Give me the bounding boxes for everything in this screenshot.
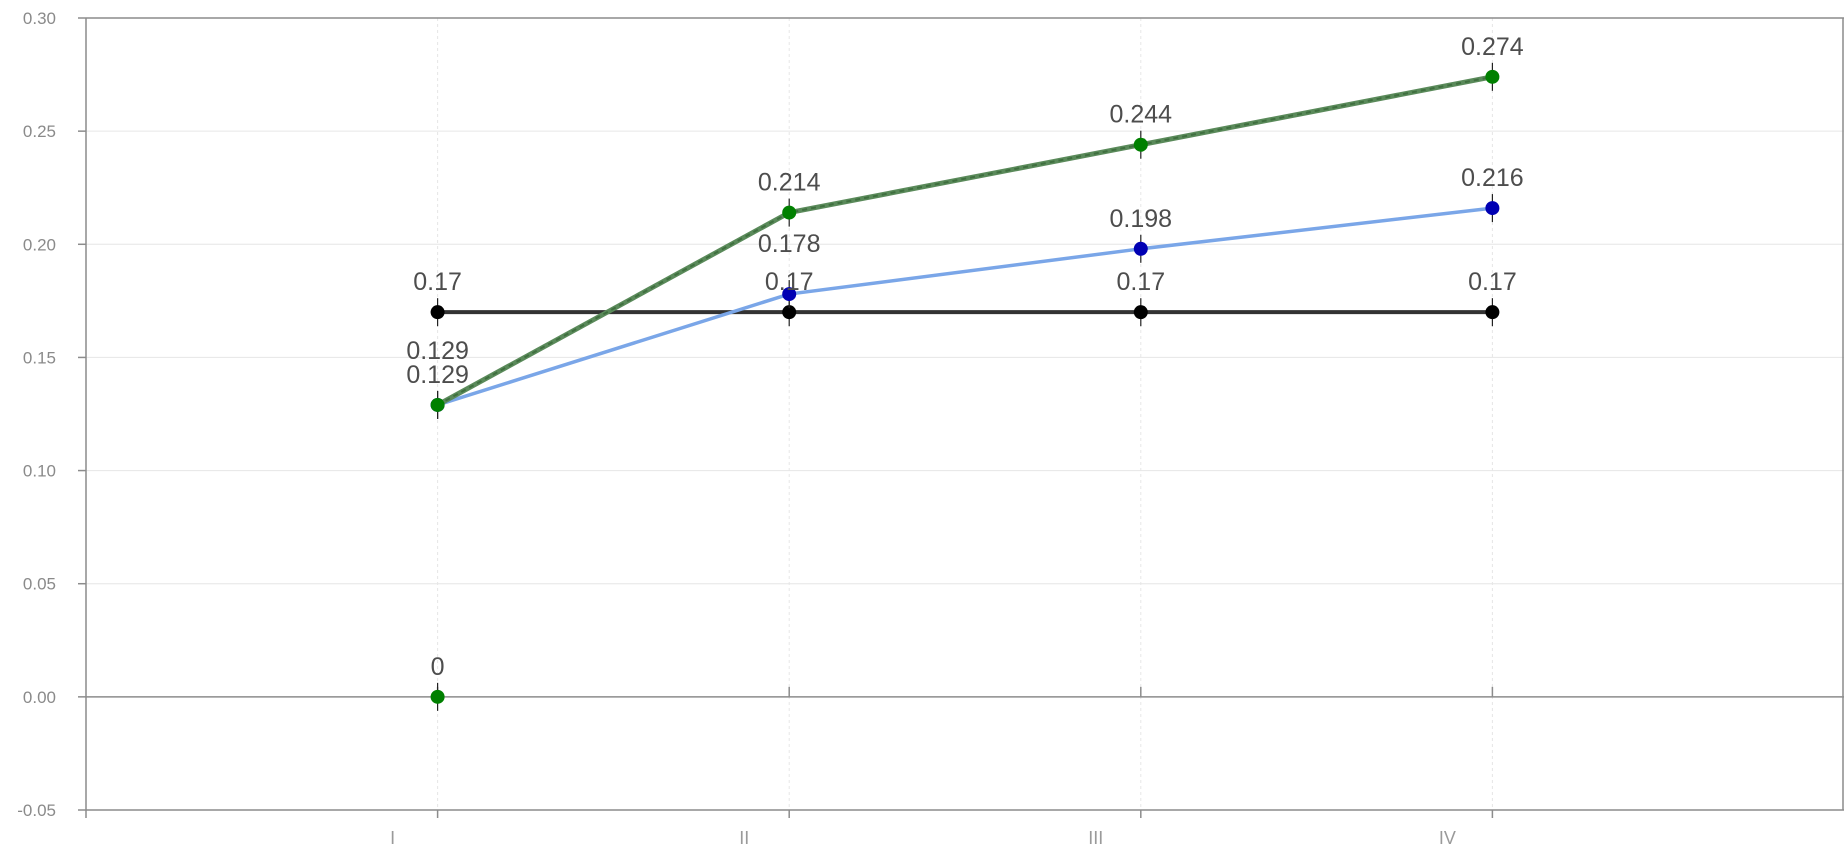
data-point bbox=[782, 205, 797, 220]
x-tick-label: II bbox=[739, 828, 749, 848]
y-tick-label: 0.30 bbox=[23, 9, 56, 28]
data-point bbox=[1485, 69, 1500, 84]
grid-lines bbox=[86, 17, 1844, 811]
y-tick-label: 0.00 bbox=[23, 688, 56, 707]
y-tick-label: 0.20 bbox=[23, 235, 56, 254]
data-label: 0.274 bbox=[1461, 33, 1524, 61]
y-tick-label: 0.15 bbox=[23, 348, 56, 367]
data-label: 0.17 bbox=[413, 268, 462, 296]
data-label: 0.17 bbox=[1116, 268, 1165, 296]
data-label: 0.17 bbox=[1468, 268, 1517, 296]
data-point bbox=[782, 287, 797, 302]
data-label: 0.129 bbox=[406, 361, 469, 389]
data-point bbox=[1133, 241, 1148, 256]
data-point bbox=[430, 397, 445, 412]
data-label: 0.216 bbox=[1461, 164, 1524, 192]
x-tick-label: III bbox=[1088, 828, 1103, 848]
data-point bbox=[430, 689, 445, 704]
data-point bbox=[782, 305, 797, 320]
axes: -0.050.000.050.100.150.200.250.30I II III I… bbox=[17, 9, 1844, 848]
data-labels: 0.17 0.17 0.17 0.17 0.129 0.178 0.198 0.216 0.12… bbox=[406, 33, 1523, 681]
data-point bbox=[1133, 137, 1148, 152]
series-group bbox=[430, 62, 1500, 711]
data-point bbox=[1485, 201, 1500, 216]
y-tick-label: 0.05 bbox=[23, 575, 56, 594]
series-line-1 bbox=[437, 206, 1493, 407]
y-tick-label: -0.05 bbox=[17, 801, 56, 820]
y-tick-label: 0.10 bbox=[23, 462, 56, 481]
data-point bbox=[1133, 305, 1148, 320]
data-label: 0.129 bbox=[406, 337, 469, 365]
data-point bbox=[430, 305, 445, 320]
data-label: 0.244 bbox=[1110, 101, 1173, 129]
x-tick-label: IV bbox=[1439, 828, 1456, 848]
data-label: 0 bbox=[431, 653, 445, 681]
data-label: 0.214 bbox=[758, 169, 821, 197]
y-tick-label: 0.25 bbox=[23, 122, 56, 141]
data-label: 0.17 bbox=[765, 268, 814, 296]
data-label: 0.198 bbox=[1110, 205, 1173, 233]
data-label: 0.178 bbox=[758, 230, 821, 258]
data-point bbox=[1485, 305, 1500, 320]
series-line-dash-2 bbox=[437, 75, 1493, 406]
x-tick-label: I bbox=[390, 828, 395, 848]
